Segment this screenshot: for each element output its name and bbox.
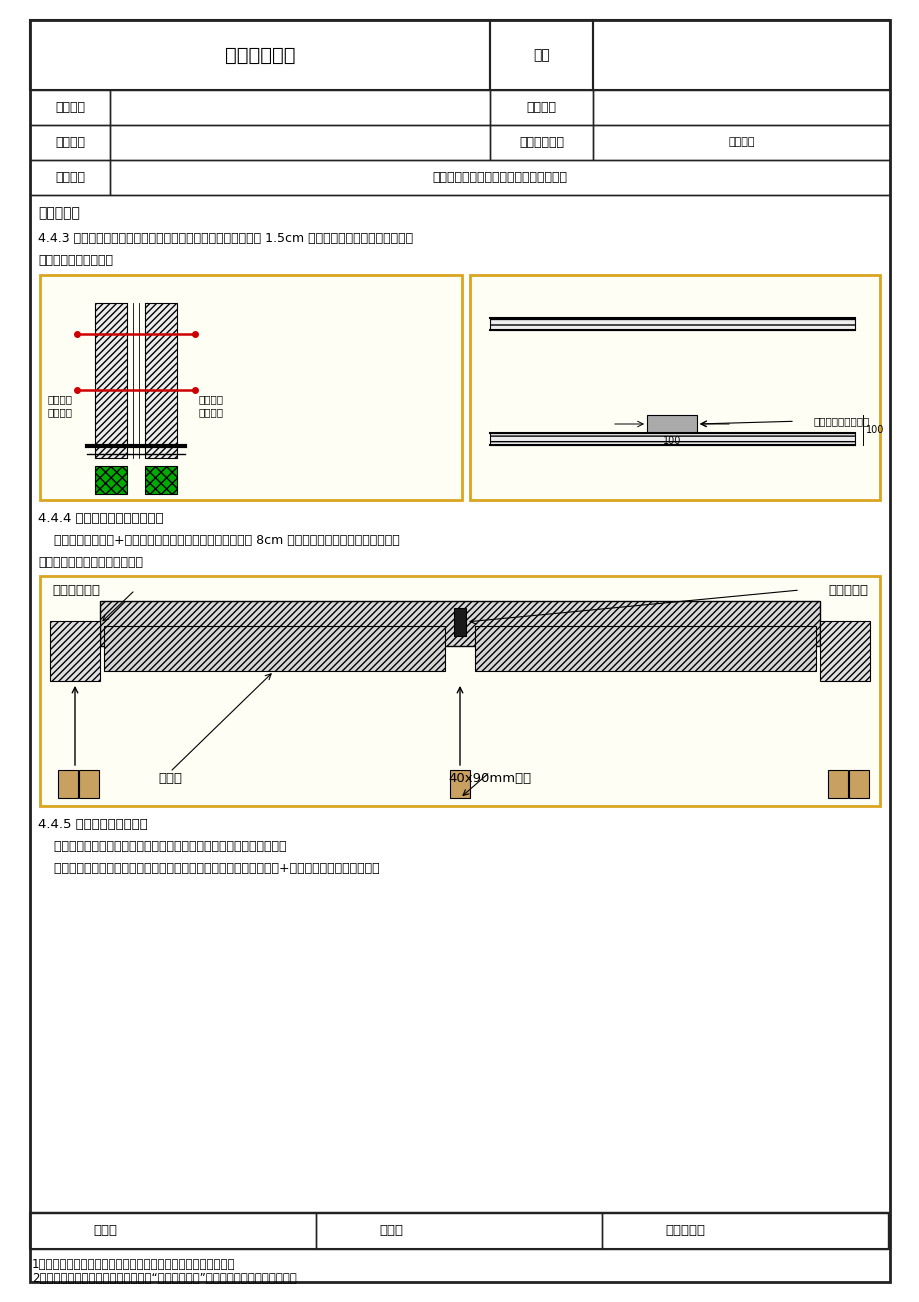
- Bar: [145, 303, 176, 458]
- Text: 地上墙柱、顶板梁模板搭设施工技术交底: 地上墙柱、顶板梁模板搭设施工技术交底: [432, 171, 567, 184]
- Bar: [30, 160, 110, 195]
- Text: 在阳角，及端部的模板设计中，模板的设计长度增加一个方木的高度+胶合板的厚度，可以有效的: 在阳角，及端部的模板设计中，模板的设计长度增加一个方木的高度+胶合板的厚度，可以…: [38, 862, 380, 875]
- Text: 施工单位: 施工单位: [55, 135, 85, 148]
- Bar: [449, 769, 470, 798]
- Bar: [30, 1213, 315, 1249]
- Text: 1、本表由施工单位填写，交底单位与接受交底单位各保存一份。: 1、本表由施工单位填写，交底单位与接受交底单位各保存一份。: [32, 1258, 235, 1271]
- Bar: [110, 125, 490, 160]
- Text: 交底日期: 交底日期: [526, 102, 556, 115]
- Text: 清扫口（木方后补）: 清扫口（木方后补）: [813, 417, 869, 426]
- Text: 混凝土顶模撇: 混凝土顶模撇: [52, 583, 100, 596]
- Text: 审核人: 审核人: [93, 1224, 117, 1237]
- Bar: [593, 20, 889, 90]
- Bar: [95, 466, 127, 493]
- Bar: [40, 575, 879, 806]
- Bar: [453, 608, 466, 635]
- Bar: [100, 602, 819, 646]
- Bar: [104, 626, 445, 671]
- Bar: [30, 20, 490, 90]
- Bar: [145, 466, 176, 493]
- Bar: [819, 621, 869, 681]
- Text: 交底提要: 交底提要: [55, 171, 85, 184]
- Text: 竖向缝采取两模板+粘贴海绵胶条顶拼，墙板拼缝外侧设置 8cm 宽方木钉紧木胶板，模板内侧沿拼: 竖向缝采取两模板+粘贴海绵胶条顶拼，墙板拼缝外侧设置 8cm 宽方木钉紧木胶板，…: [38, 534, 400, 547]
- Text: 技术交底记录: 技术交底记录: [224, 46, 295, 65]
- Bar: [601, 1213, 887, 1249]
- Text: 工程名称: 工程名称: [55, 102, 85, 115]
- Bar: [110, 90, 490, 125]
- Text: 分项工程名称: 分项工程名称: [518, 135, 563, 148]
- Bar: [79, 769, 99, 798]
- Bar: [30, 1213, 889, 1249]
- Bar: [110, 160, 889, 195]
- Bar: [848, 769, 868, 798]
- Bar: [490, 125, 593, 160]
- Bar: [50, 621, 100, 681]
- Text: 沿缝方向: 沿缝方向: [199, 395, 223, 404]
- Text: 2、分项工程施工技术交底时，应填写“分项工程名称”栏，其他技术交底可不填写。: 2、分项工程施工技术交底时，应填写“分项工程名称”栏，其他技术交底可不填写。: [32, 1272, 297, 1285]
- Bar: [646, 415, 697, 434]
- Text: 所有墙体模板都可分为墙体阳角、阴角、端部这三种部位的模板设计。: 所有墙体模板都可分为墙体阳角、阴角、端部这三种部位的模板设计。: [38, 840, 286, 853]
- Text: 40x90mm方木: 40x90mm方木: [448, 772, 531, 785]
- Bar: [95, 303, 127, 458]
- Bar: [470, 275, 879, 500]
- Text: 缝两侧采用砌顶模撇顶紧模板。: 缝两侧采用砌顶模撇顶紧模板。: [38, 556, 142, 569]
- Text: 交底人: 交底人: [379, 1224, 403, 1237]
- Bar: [30, 90, 110, 125]
- Text: 接受交底人: 接受交底人: [664, 1224, 704, 1237]
- Bar: [30, 125, 110, 160]
- Bar: [58, 769, 78, 798]
- Text: 模板工程: 模板工程: [728, 138, 754, 147]
- Text: 4.4.3 剪力墙与现浇板接茌部位，剪力墙在配模时适当缩减高度 1.5cm 作为清扫孔，根部沿墙方向背长: 4.4.3 剪力墙与现浇板接茌部位，剪力墙在配模时适当缩减高度 1.5cm 作为…: [38, 233, 413, 246]
- Text: 4.4.5 阴阳角部位墙体模板: 4.4.5 阴阳角部位墙体模板: [38, 818, 148, 831]
- Text: 4.4.4 竖向拼缝平整度保证措施: 4.4.4 竖向拼缝平整度保证措施: [38, 512, 164, 525]
- Text: 木胶板: 木胶板: [158, 772, 182, 785]
- Bar: [40, 275, 461, 500]
- Bar: [593, 90, 889, 125]
- Text: 100: 100: [662, 436, 680, 447]
- Bar: [30, 195, 889, 1212]
- Text: 编号: 编号: [532, 48, 550, 62]
- Bar: [490, 318, 854, 329]
- Bar: [474, 626, 815, 671]
- Text: 粘贴海绵条: 粘贴海绵条: [827, 583, 867, 596]
- Bar: [593, 125, 889, 160]
- Text: 交底内容：: 交底内容：: [38, 206, 80, 220]
- Text: 100: 100: [865, 424, 883, 435]
- Bar: [490, 20, 593, 90]
- Text: 通长木方: 通长木方: [199, 408, 223, 417]
- Bar: [490, 434, 854, 445]
- Text: 木方，并与模板钉牢。: 木方，并与模板钉牢。: [38, 254, 113, 267]
- Bar: [490, 90, 593, 125]
- Bar: [827, 769, 847, 798]
- Text: 通长木方: 通长木方: [48, 408, 73, 417]
- Text: 沿缝方向: 沿缝方向: [48, 395, 73, 404]
- Bar: [315, 1213, 601, 1249]
